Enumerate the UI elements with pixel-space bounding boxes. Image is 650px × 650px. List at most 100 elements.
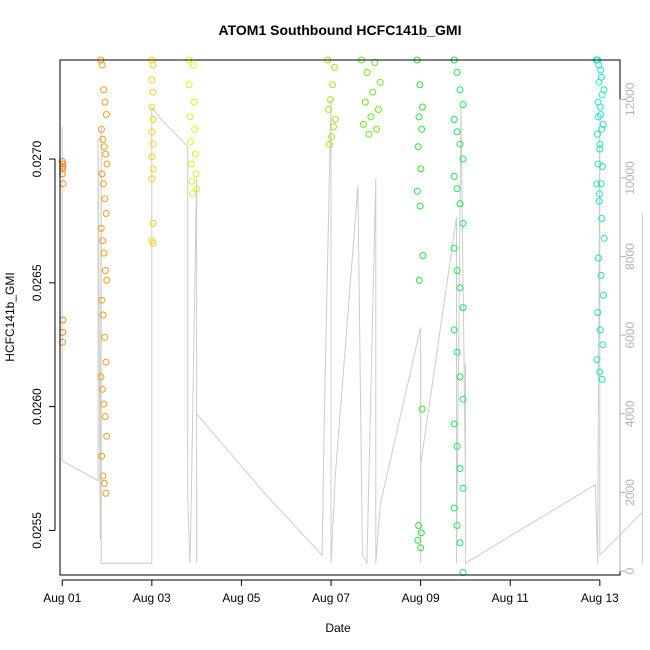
x-tick-label: Aug 09 — [402, 591, 440, 605]
data-point — [148, 103, 156, 111]
data-point — [187, 160, 195, 168]
data-point — [456, 539, 464, 547]
data-point — [100, 86, 108, 94]
altitude-series — [61, 99, 643, 566]
data-point — [103, 432, 111, 440]
data-point — [373, 125, 381, 133]
data-point — [450, 115, 458, 123]
data-point — [453, 522, 461, 529]
data-point — [597, 180, 605, 188]
data-point — [186, 113, 194, 121]
data-point — [149, 239, 157, 247]
y2-tick-label: 10000 — [623, 161, 637, 195]
x-tick-label: Aug 11 — [492, 591, 529, 605]
data-point — [102, 358, 110, 366]
series-6 — [358, 56, 384, 138]
data-point — [100, 143, 108, 151]
data-point — [598, 125, 606, 133]
data-point — [328, 133, 335, 141]
data-point — [149, 61, 157, 69]
data-point — [58, 170, 66, 178]
y2-tick-label: 0 — [623, 567, 637, 574]
y2-tick-label: 2000 — [623, 479, 637, 506]
y2-axis: 0 2000 4000 6000 8000 10000 12000 — [619, 82, 637, 574]
data-point — [369, 88, 377, 96]
data-point — [595, 254, 602, 262]
data-point — [188, 177, 196, 185]
data-point — [193, 185, 201, 193]
data-point — [98, 296, 106, 304]
data-point — [456, 284, 464, 292]
data-point — [191, 150, 199, 158]
y-axis-label: HCFC141b_GMI — [3, 272, 17, 361]
data-point — [453, 68, 461, 76]
y-tick-label: 0.0255 — [30, 512, 44, 549]
data-point — [593, 130, 601, 138]
data-point — [595, 113, 602, 121]
data-point — [99, 472, 107, 480]
data-point — [453, 348, 461, 356]
data-point — [595, 78, 603, 86]
data-point — [453, 267, 461, 274]
data-point — [450, 172, 458, 180]
data-point — [594, 309, 602, 316]
data-point — [361, 98, 369, 106]
data-point — [102, 210, 110, 217]
data-point — [99, 180, 107, 188]
data-point — [594, 160, 602, 168]
data-point — [98, 385, 106, 393]
x-tick-label: Aug 05 — [222, 591, 260, 605]
data-point — [101, 98, 109, 106]
data-point — [419, 103, 426, 111]
data-point — [97, 373, 105, 381]
x-axis: Aug 01 Aug 03 Aug 05 Aug 07 Aug 09 Aug 11 Aug … — [43, 579, 619, 605]
data-point — [599, 120, 607, 128]
data-point — [189, 61, 197, 69]
data-point — [332, 115, 339, 123]
data-point — [417, 165, 425, 173]
data-point — [97, 224, 105, 232]
data-point — [59, 316, 67, 324]
data-point — [98, 452, 106, 460]
data-point — [191, 125, 199, 133]
data-point — [418, 125, 426, 133]
x-tick-label: Aug 03 — [133, 591, 171, 605]
y2-tick-label: 4000 — [623, 400, 637, 427]
data-point — [450, 504, 458, 512]
data-point — [453, 442, 461, 450]
data-point — [416, 202, 424, 210]
data-point — [102, 489, 110, 497]
data-point — [450, 326, 458, 334]
data-point — [600, 291, 608, 299]
data-point — [456, 465, 464, 472]
data-point — [456, 140, 464, 148]
data-point — [414, 143, 422, 151]
data-point — [103, 276, 111, 284]
y2-tick-label: 6000 — [623, 322, 637, 349]
data-point — [456, 200, 464, 208]
series-8 — [450, 56, 467, 576]
data-point — [417, 544, 425, 552]
data-point — [330, 123, 337, 131]
data-point — [326, 140, 333, 148]
data-point — [596, 145, 604, 153]
data-point — [450, 420, 458, 428]
y-axis: 0.0255 0.0260 0.0265 0.0270 — [30, 140, 56, 549]
data-point — [329, 81, 336, 89]
data-point — [149, 140, 157, 148]
data-point — [103, 160, 111, 168]
data-point — [456, 373, 464, 381]
data-point — [149, 219, 157, 227]
data-point — [456, 86, 464, 94]
plot-frame — [59, 59, 621, 576]
data-point — [148, 153, 156, 161]
data-point — [187, 138, 195, 146]
data-point — [365, 130, 373, 138]
data-point — [99, 237, 107, 245]
data-point — [101, 267, 109, 274]
data-point — [148, 175, 156, 183]
data-point — [102, 111, 110, 118]
data-point — [453, 185, 461, 193]
data-point — [418, 405, 426, 413]
data-point — [190, 98, 198, 106]
